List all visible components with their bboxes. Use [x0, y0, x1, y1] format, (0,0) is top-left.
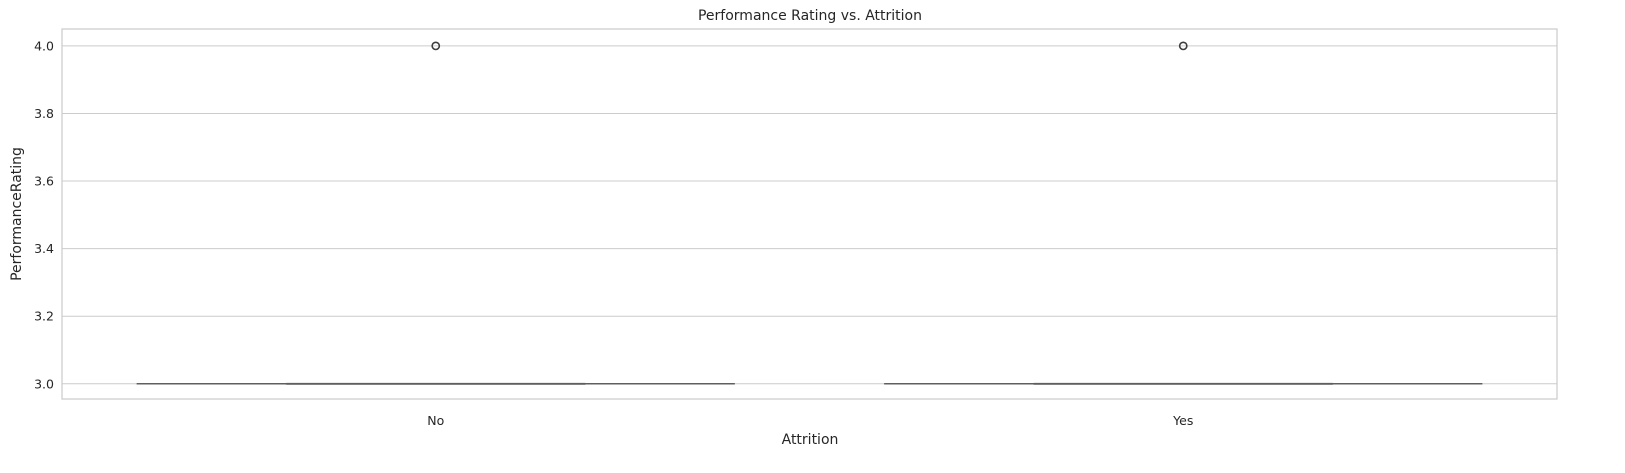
plot-background	[62, 29, 1557, 399]
outlier-point	[431, 41, 441, 51]
outlier-point	[1178, 41, 1188, 51]
y-tick-label: 4.0	[34, 38, 54, 53]
x-tick-labels: No Yes	[427, 413, 1193, 428]
x-tick-label: No	[427, 413, 444, 428]
y-tick-label: 3.4	[34, 241, 54, 256]
y-tick-labels: 3.0 3.2 3.4 3.6 3.8 4.0	[34, 38, 54, 391]
plot-frame	[61, 28, 1558, 400]
y-tick-label: 3.2	[34, 309, 54, 324]
box-yes	[884, 41, 1483, 385]
y-axis-label: PerformanceRating	[9, 147, 25, 281]
x-tick-label: Yes	[1172, 413, 1193, 428]
x-axis-label: Attrition	[782, 432, 839, 448]
boxes	[136, 41, 1483, 385]
y-tick-label: 3.8	[34, 106, 54, 121]
y-tick-label: 3.6	[34, 174, 54, 189]
y-tick-label: 3.0	[34, 376, 54, 391]
chart-title: Performance Rating vs. Attrition	[698, 8, 922, 24]
box-no	[136, 41, 735, 385]
